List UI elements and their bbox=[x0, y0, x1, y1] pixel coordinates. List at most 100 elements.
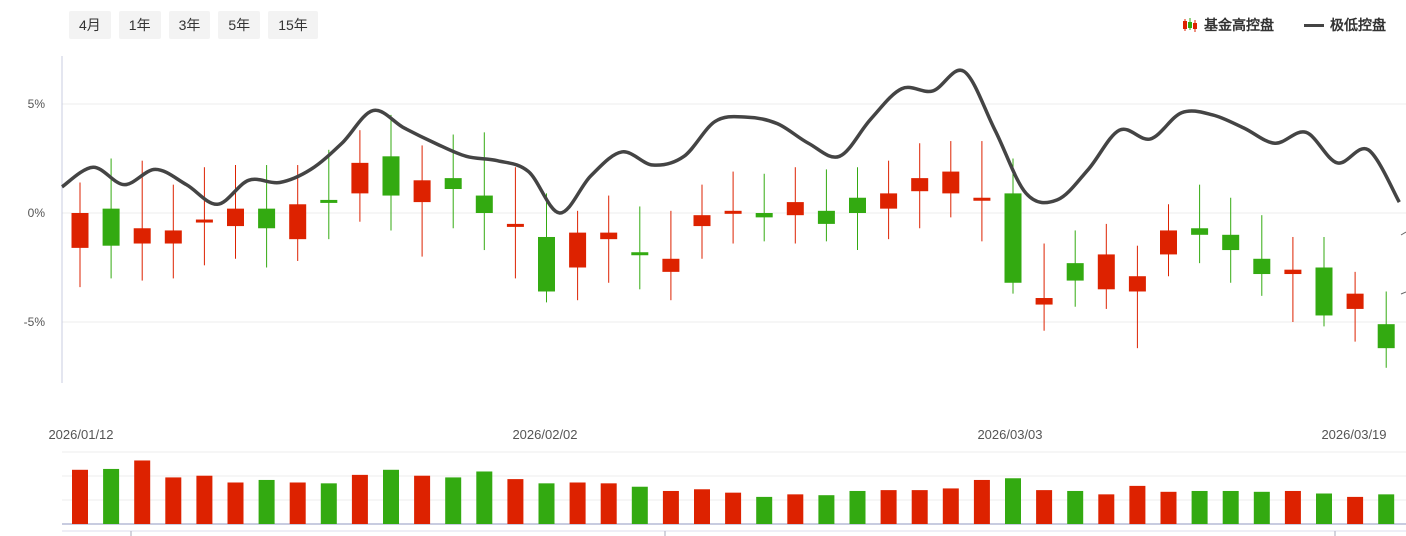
candle-body bbox=[693, 215, 711, 227]
volume-bar bbox=[694, 489, 710, 524]
y-tick-labels: 5% 0% -5% bbox=[24, 97, 46, 329]
volume-bar bbox=[383, 469, 399, 524]
volume-bar bbox=[662, 490, 679, 524]
volume-bar bbox=[756, 496, 773, 524]
volume-bar bbox=[849, 490, 866, 524]
candle-body bbox=[755, 213, 773, 218]
volume-bar bbox=[134, 460, 151, 524]
volume-bar bbox=[1067, 490, 1084, 524]
candle-body bbox=[1160, 230, 1177, 255]
volume-bar bbox=[1222, 490, 1239, 524]
range-tab-15y[interactable]: 15年 bbox=[268, 11, 318, 39]
volume-bar bbox=[414, 475, 431, 524]
candle-body bbox=[1346, 293, 1364, 309]
candle-body bbox=[942, 171, 960, 194]
candle-body bbox=[164, 230, 182, 244]
candle-body bbox=[817, 210, 835, 224]
candle-body bbox=[320, 199, 338, 203]
candle-body bbox=[600, 232, 618, 240]
candle-series bbox=[71, 114, 1395, 368]
volume-bar bbox=[787, 494, 804, 524]
candle-body bbox=[71, 213, 89, 248]
candle-body bbox=[1377, 324, 1395, 349]
candle-body bbox=[351, 162, 369, 194]
range-tab-1y[interactable]: 1年 bbox=[118, 11, 161, 39]
candle-body bbox=[289, 204, 307, 240]
volume-bar bbox=[725, 492, 742, 524]
candle-body bbox=[1004, 193, 1022, 283]
volume-bar bbox=[1378, 494, 1395, 524]
volume-bar bbox=[1160, 491, 1177, 524]
legend-line[interactable]: 极低控盘 bbox=[1304, 15, 1386, 35]
volume-bar bbox=[1253, 491, 1270, 524]
legend-candles[interactable]: 基金高控盘 bbox=[1182, 15, 1274, 35]
candle-body bbox=[1222, 234, 1240, 251]
volume-bar bbox=[1005, 478, 1021, 524]
candle-body bbox=[1315, 267, 1333, 316]
candlestick-icon bbox=[1183, 18, 1197, 32]
candle-body bbox=[1097, 254, 1115, 290]
volume-bar bbox=[445, 477, 462, 524]
volume-bar bbox=[1098, 494, 1115, 524]
date-label: 2026/03/03 bbox=[977, 427, 1042, 442]
chart-legend: 基金高控盘 极低控盘 bbox=[1182, 15, 1386, 35]
range-tab-4m[interactable]: 4月 bbox=[69, 11, 111, 39]
candle-body bbox=[631, 252, 649, 256]
volume-bar bbox=[973, 479, 990, 524]
volume-bar bbox=[289, 482, 306, 524]
volume-bar bbox=[911, 490, 928, 524]
candle-body bbox=[1128, 276, 1146, 292]
candle-body bbox=[444, 178, 462, 190]
candle-body bbox=[1066, 263, 1084, 281]
candle-body bbox=[1191, 228, 1209, 235]
date-label: 2026/03/19 bbox=[1321, 427, 1386, 442]
line-swatch-icon bbox=[1304, 23, 1324, 27]
date-label: 2026/02/02 bbox=[512, 427, 577, 442]
volume-bar bbox=[1347, 496, 1364, 524]
volume-bar bbox=[72, 469, 88, 524]
candle-body bbox=[849, 197, 866, 213]
volume-bars bbox=[72, 460, 1395, 524]
edge-tick bbox=[1400, 231, 1406, 236]
candle-body bbox=[662, 258, 680, 272]
volume-bar bbox=[196, 475, 213, 524]
candle-body bbox=[538, 236, 555, 292]
y-tick-label: 0% bbox=[28, 206, 46, 220]
candle-body bbox=[475, 195, 493, 213]
candle-body bbox=[724, 210, 742, 214]
candle-body bbox=[973, 197, 991, 201]
axes bbox=[61, 56, 1406, 383]
volume-bar bbox=[227, 482, 244, 524]
volume-bar bbox=[631, 486, 648, 524]
volume-bar bbox=[165, 477, 182, 524]
volume-bar bbox=[538, 483, 555, 524]
candle-body bbox=[569, 232, 587, 268]
edge-tick bbox=[1400, 291, 1406, 295]
y-tick-label: 5% bbox=[28, 97, 46, 111]
legend-candles-label: 基金高控盘 bbox=[1204, 17, 1274, 33]
volume-bar bbox=[1284, 490, 1301, 524]
candle-body bbox=[911, 178, 929, 192]
candle-body bbox=[880, 193, 898, 209]
range-tabs: 4月 1年 3年 5年 15年 bbox=[69, 11, 318, 39]
range-tab-3y[interactable]: 3年 bbox=[168, 11, 211, 39]
candle-body bbox=[786, 202, 804, 216]
candle-body bbox=[1035, 298, 1053, 305]
date-labels: 2026/01/12 2026/02/02 2026/03/03 2026/03/19 bbox=[48, 427, 1386, 442]
y-tick-label: -5% bbox=[24, 315, 46, 329]
volume-bar bbox=[258, 479, 275, 524]
volume-bar bbox=[818, 495, 835, 524]
candle-body bbox=[258, 208, 276, 229]
date-label: 2026/01/12 bbox=[48, 427, 113, 442]
volume-bar bbox=[569, 482, 586, 524]
volume-bar bbox=[320, 483, 337, 524]
candle-body bbox=[382, 156, 400, 196]
candle-body bbox=[1284, 269, 1302, 275]
candle-body bbox=[1253, 258, 1271, 275]
volume-bar bbox=[103, 468, 120, 524]
range-tab-5y[interactable]: 5年 bbox=[218, 11, 261, 39]
volume-bar bbox=[476, 471, 493, 524]
candle-body bbox=[413, 180, 431, 203]
volume-bar bbox=[507, 479, 524, 524]
